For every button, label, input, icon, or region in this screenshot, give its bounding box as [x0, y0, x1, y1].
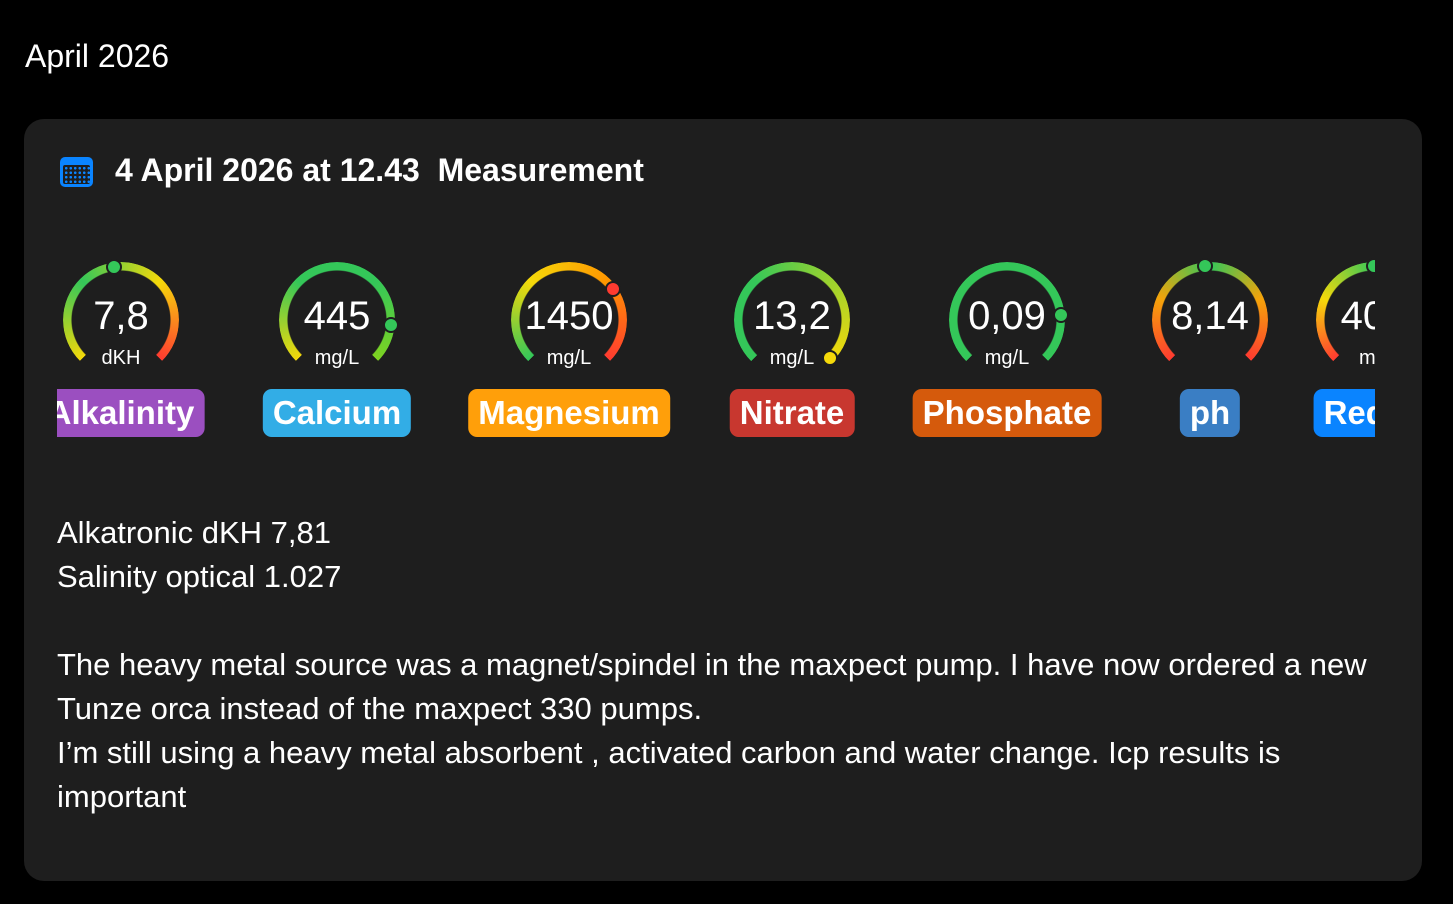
- note-line: Salinity optical 1.027: [57, 559, 342, 594]
- gauge-indicator: [1366, 258, 1375, 274]
- gauge-unit: mg/L: [546, 347, 592, 369]
- note-line: The heavy metal source was a magnet/spin…: [57, 647, 1367, 726]
- gauge-value: 7,8: [93, 294, 149, 338]
- gauge-value: 445: [303, 294, 371, 338]
- gauge-unit: mg/L: [314, 347, 360, 369]
- gauge-value: 8,14: [1171, 294, 1249, 338]
- note-paragraph: The heavy metal source was a magnet/spin…: [57, 643, 1387, 819]
- note-line: Alkatronic dKH 7,81: [57, 515, 331, 550]
- gauge-ring: [279, 262, 395, 378]
- parameter-label: Alkalinity: [57, 389, 205, 437]
- gauge-indicator: [382, 316, 399, 333]
- gauge-unit: mg/L: [769, 347, 815, 369]
- parameter-label: Calcium: [262, 389, 412, 437]
- gauge-value: 13,2: [753, 294, 831, 338]
- parameter-label: ph: [1179, 389, 1241, 437]
- gauge-value: 406: [1340, 294, 1375, 338]
- notes: Alkatronic dKH 7,81 Salinity optical 1.02…: [57, 511, 1387, 863]
- gauge-value: 0,09: [968, 294, 1046, 338]
- gauge-indicator: [105, 258, 122, 275]
- gauge-indicator: [822, 350, 839, 367]
- measurement-card[interactable]: 4 April 2026 at 12.43 Measurement 7,8 dKH…: [24, 119, 1422, 881]
- gauge-strip[interactable]: 7,8 dKH Alkalinity 445 mg/L Calcium 1450 mg/L Ma…: [57, 249, 1375, 459]
- parameter-label: Magnesium: [468, 389, 670, 437]
- parameter-label: Nitrate: [729, 389, 855, 437]
- gauge-ring: [1152, 262, 1268, 378]
- section-title: April 2026: [25, 38, 170, 74]
- card-header: 4 April 2026 at 12.43 Measurement: [115, 152, 644, 189]
- gauge-unit: mg/L: [984, 347, 1030, 369]
- parameter-label: Phosphate: [912, 389, 1102, 437]
- gauge-unit: dKH: [101, 347, 141, 369]
- gauge-ring: [63, 262, 179, 378]
- gauge-indicator: [605, 281, 622, 298]
- parameter-label: Redox: [1313, 389, 1375, 437]
- gauge-ring: [949, 262, 1065, 378]
- gauge-indicator: [1052, 307, 1069, 324]
- note-line: I’m still using a heavy metal absorbent …: [57, 735, 1281, 814]
- calendar-icon: [60, 157, 93, 187]
- note-paragraph: Alkatronic dKH 7,81 Salinity optical 1.02…: [57, 511, 1387, 599]
- date: 4 April 2026 at 12.43: [115, 152, 420, 188]
- gauge-indicator: [1197, 258, 1214, 275]
- gauge-value: 1450: [524, 294, 614, 338]
- kind: Measurement: [437, 152, 644, 188]
- gauge-unit: mV: [1359, 347, 1375, 369]
